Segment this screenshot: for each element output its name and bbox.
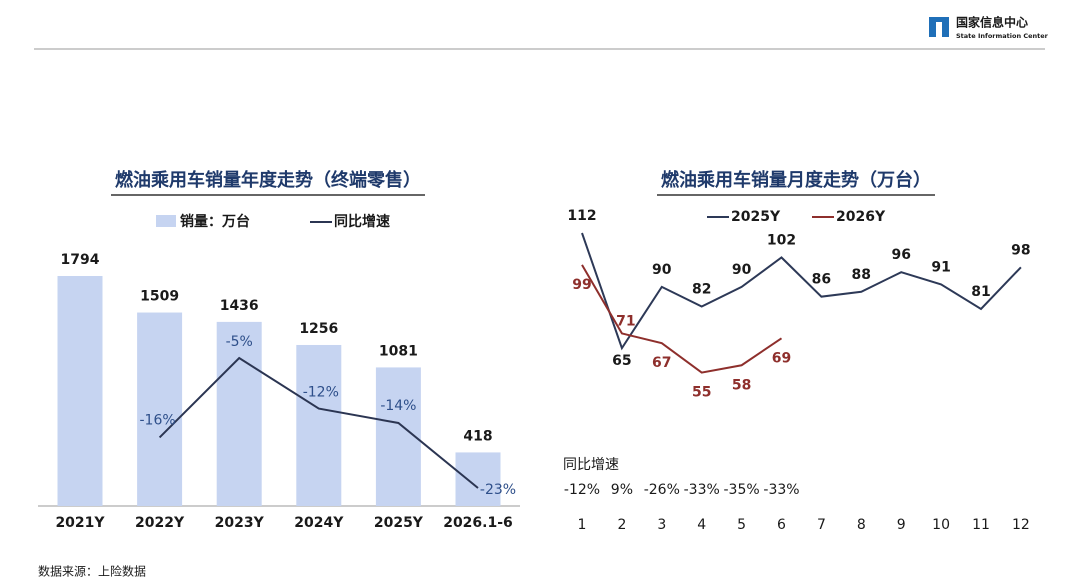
table-value: 9% — [611, 482, 633, 498]
growth-label: -12% — [303, 385, 339, 401]
bar-value-label: 1509 — [140, 289, 179, 305]
point-label: 58 — [732, 377, 751, 393]
point-label: 99 — [572, 277, 591, 293]
x-tick-label: 6 — [777, 517, 786, 533]
point-label: 112 — [567, 208, 596, 224]
point-label: 69 — [772, 350, 791, 366]
bar — [57, 276, 103, 506]
bar — [455, 452, 501, 506]
x-tick-label: 12 — [1012, 517, 1030, 533]
x-tick-label: 4 — [697, 517, 706, 533]
bar — [375, 367, 421, 506]
x-tick-label: 2024Y — [294, 515, 344, 531]
bar-value-label: 1436 — [220, 298, 259, 314]
x-tick-label: 1 — [578, 517, 587, 533]
growth-label: -14% — [380, 398, 416, 414]
point-label: 96 — [891, 247, 910, 263]
bar-value-label: 418 — [463, 428, 492, 444]
x-tick-label: 5 — [737, 517, 746, 533]
table-value: -26% — [644, 482, 680, 498]
legend-label: 2025Y — [731, 209, 781, 225]
x-tick-label: 2 — [617, 517, 626, 533]
x-tick-label: 2021Y — [55, 515, 105, 531]
legend-label: 同比增速 — [334, 213, 390, 230]
x-tick-label: 2022Y — [135, 515, 185, 531]
point-label: 81 — [971, 284, 990, 300]
logo-en: State Information Center — [956, 32, 1049, 40]
point-label: 67 — [652, 355, 671, 371]
bar — [137, 312, 183, 506]
bar — [216, 321, 262, 506]
table-value: -35% — [724, 482, 760, 498]
point-label: 55 — [692, 385, 711, 401]
bar — [296, 344, 342, 506]
point-label: 90 — [652, 262, 672, 278]
growth-label: -23% — [480, 482, 516, 498]
chart-title: 燃油乘用车销量月度走势（万台） — [661, 169, 931, 191]
growth-label: -16% — [140, 412, 176, 428]
x-tick-label: 7 — [817, 517, 826, 533]
bar-value-label: 1794 — [61, 252, 100, 268]
point-label: 98 — [1011, 242, 1030, 258]
legend-label: 销量：万台 — [180, 213, 250, 230]
growth-label: -5% — [226, 334, 253, 350]
x-tick-label: 2023Y — [215, 515, 265, 531]
chart-title: 燃油乘用车销量年度走势（终端零售） — [115, 169, 421, 191]
point-label: 90 — [732, 262, 752, 278]
x-tick-label: 2025Y — [374, 515, 424, 531]
point-label: 65 — [612, 353, 631, 369]
bar-value-label: 1081 — [379, 343, 418, 359]
point-label: 71 — [616, 313, 635, 329]
x-tick-label: 2026.1-6 — [443, 515, 513, 531]
source: 数据来源：上险数据 — [38, 564, 146, 579]
legend-label: 2026Y — [836, 209, 886, 225]
x-tick-label: 10 — [932, 517, 950, 533]
table-value: -12% — [564, 482, 600, 498]
table-value: -33% — [684, 482, 720, 498]
legend-swatch — [156, 215, 176, 227]
x-tick-label: 11 — [972, 517, 990, 533]
series-line — [581, 232, 1022, 351]
x-tick-label: 9 — [897, 517, 906, 533]
x-tick-label: 3 — [657, 517, 666, 533]
x-tick-label: 8 — [857, 517, 866, 533]
point-label: 86 — [812, 272, 831, 288]
table-value: -33% — [763, 482, 799, 498]
logo-icon-cut — [936, 22, 942, 37]
point-label: 82 — [692, 281, 711, 297]
logo-cn: 国家信息中心 — [956, 15, 1028, 30]
bar-value-label: 1256 — [299, 321, 338, 337]
point-label: 91 — [931, 259, 950, 275]
series-line — [158, 356, 479, 489]
point-label: 102 — [767, 232, 796, 248]
series-line — [581, 264, 783, 374]
point-label: 88 — [852, 267, 871, 283]
table-label: 同比增速 — [563, 457, 619, 473]
